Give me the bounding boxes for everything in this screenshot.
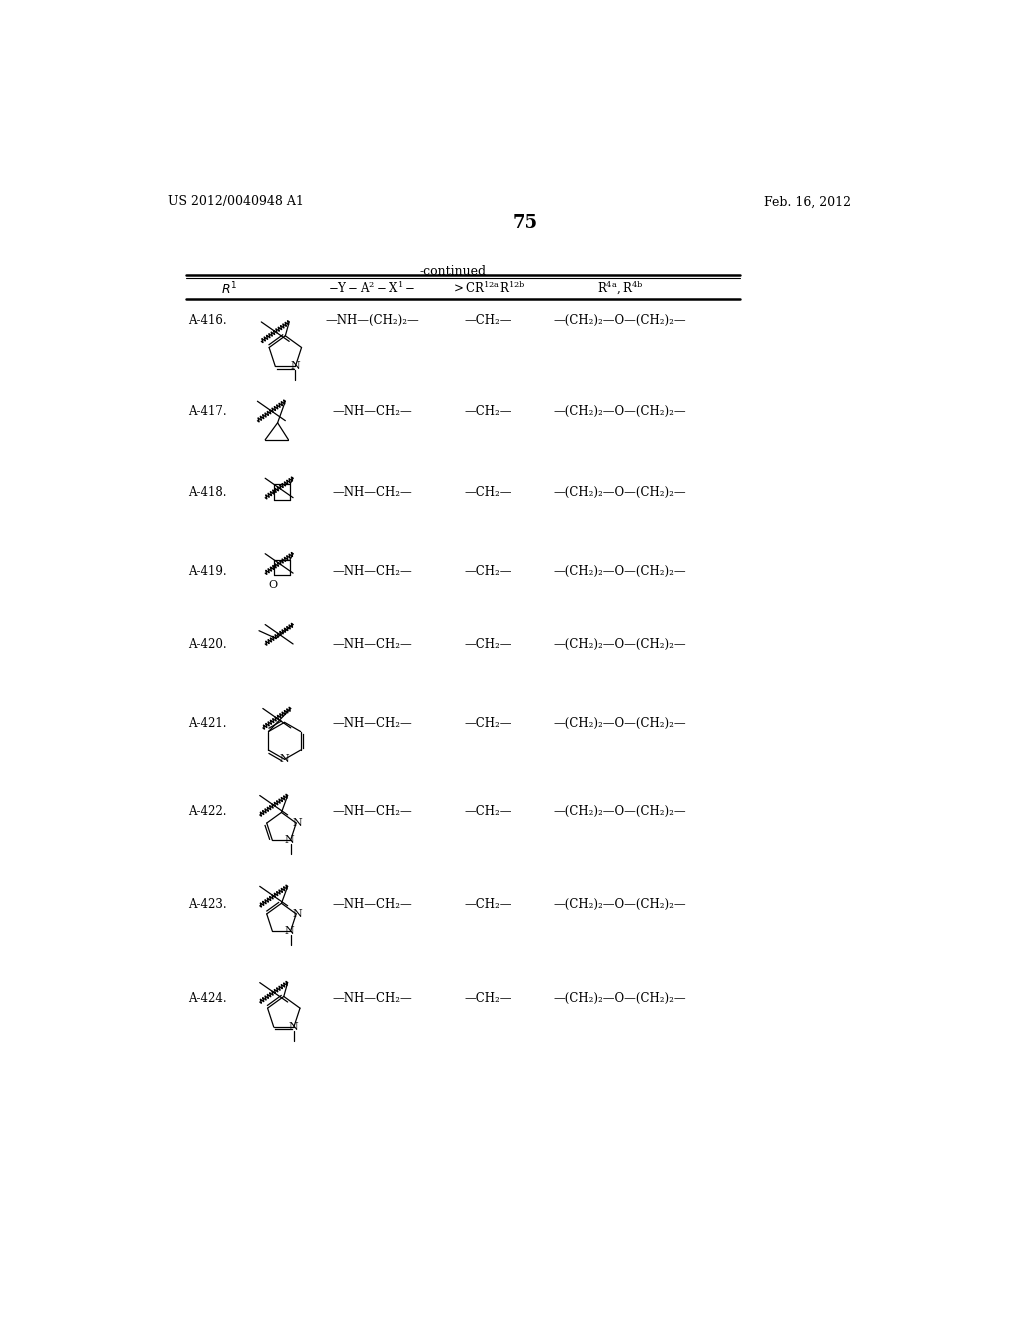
Text: —(CH₂)₂—O—(CH₂)₂—: —(CH₂)₂—O—(CH₂)₂— bbox=[554, 805, 686, 818]
Text: A-416.: A-416. bbox=[188, 314, 227, 327]
Text: 75: 75 bbox=[512, 214, 538, 232]
Text: N: N bbox=[289, 1022, 299, 1032]
Text: A-424.: A-424. bbox=[188, 991, 227, 1005]
Text: N: N bbox=[292, 818, 302, 828]
Text: —(CH₂)₂—O—(CH₂)₂—: —(CH₂)₂—O—(CH₂)₂— bbox=[554, 314, 686, 327]
Text: —(CH₂)₂—O—(CH₂)₂—: —(CH₂)₂—O—(CH₂)₂— bbox=[554, 565, 686, 578]
Text: N: N bbox=[291, 362, 300, 371]
Text: N: N bbox=[285, 836, 295, 845]
Text: —(CH₂)₂—O—(CH₂)₂—: —(CH₂)₂—O—(CH₂)₂— bbox=[554, 991, 686, 1005]
Text: —NH—CH₂—: —NH—CH₂— bbox=[332, 898, 412, 911]
Text: —NH—CH₂—: —NH—CH₂— bbox=[332, 718, 412, 730]
Text: —CH₂—: —CH₂— bbox=[465, 314, 512, 327]
Text: —(CH₂)₂—O—(CH₂)₂—: —(CH₂)₂—O—(CH₂)₂— bbox=[554, 718, 686, 730]
Text: —CH₂—: —CH₂— bbox=[465, 638, 512, 651]
Text: N: N bbox=[284, 927, 294, 936]
Text: A-422.: A-422. bbox=[188, 805, 227, 818]
Text: A-418.: A-418. bbox=[188, 486, 227, 499]
Text: —(CH₂)₂—O—(CH₂)₂—: —(CH₂)₂—O—(CH₂)₂— bbox=[554, 405, 686, 418]
Text: $R^1$: $R^1$ bbox=[220, 280, 237, 297]
Text: —(CH₂)₂—O—(CH₂)₂—: —(CH₂)₂—O—(CH₂)₂— bbox=[554, 638, 686, 651]
Text: —NH—(CH₂)₂—: —NH—(CH₂)₂— bbox=[326, 314, 419, 327]
Text: A-423.: A-423. bbox=[188, 898, 227, 911]
Text: —NH—CH₂—: —NH—CH₂— bbox=[332, 486, 412, 499]
Text: N: N bbox=[280, 754, 290, 764]
Text: -continued: -continued bbox=[420, 264, 487, 277]
Text: —CH₂—: —CH₂— bbox=[465, 565, 512, 578]
Text: A-419.: A-419. bbox=[188, 565, 227, 578]
Text: US 2012/0040948 A1: US 2012/0040948 A1 bbox=[168, 195, 304, 209]
Text: Feb. 16, 2012: Feb. 16, 2012 bbox=[764, 195, 851, 209]
Text: $\mathregular{R^{4a}, R^{4b}}$: $\mathregular{R^{4a}, R^{4b}}$ bbox=[597, 280, 643, 297]
Text: —(CH₂)₂—O—(CH₂)₂—: —(CH₂)₂—O—(CH₂)₂— bbox=[554, 898, 686, 911]
Text: N: N bbox=[292, 909, 302, 919]
Text: —NH—CH₂—: —NH—CH₂— bbox=[332, 991, 412, 1005]
Text: $\mathregular{-Y-A^2-X^1-}$: $\mathregular{-Y-A^2-X^1-}$ bbox=[329, 281, 416, 297]
Text: —CH₂—: —CH₂— bbox=[465, 805, 512, 818]
Text: —CH₂—: —CH₂— bbox=[465, 405, 512, 418]
Text: A-421.: A-421. bbox=[188, 718, 227, 730]
Text: —NH—CH₂—: —NH—CH₂— bbox=[332, 638, 412, 651]
Text: —CH₂—: —CH₂— bbox=[465, 718, 512, 730]
Text: —CH₂—: —CH₂— bbox=[465, 486, 512, 499]
Text: —CH₂—: —CH₂— bbox=[465, 991, 512, 1005]
Text: —(CH₂)₂—O—(CH₂)₂—: —(CH₂)₂—O—(CH₂)₂— bbox=[554, 486, 686, 499]
Text: —NH—CH₂—: —NH—CH₂— bbox=[332, 805, 412, 818]
Text: A-417.: A-417. bbox=[188, 405, 227, 418]
Text: —NH—CH₂—: —NH—CH₂— bbox=[332, 405, 412, 418]
Text: —CH₂—: —CH₂— bbox=[465, 898, 512, 911]
Text: —NH—CH₂—: —NH—CH₂— bbox=[332, 565, 412, 578]
Text: $\mathregular{>CR^{12a}R^{12b}}$: $\mathregular{>CR^{12a}R^{12b}}$ bbox=[452, 281, 525, 297]
Text: A-420.: A-420. bbox=[188, 638, 227, 651]
Text: O: O bbox=[268, 579, 278, 590]
